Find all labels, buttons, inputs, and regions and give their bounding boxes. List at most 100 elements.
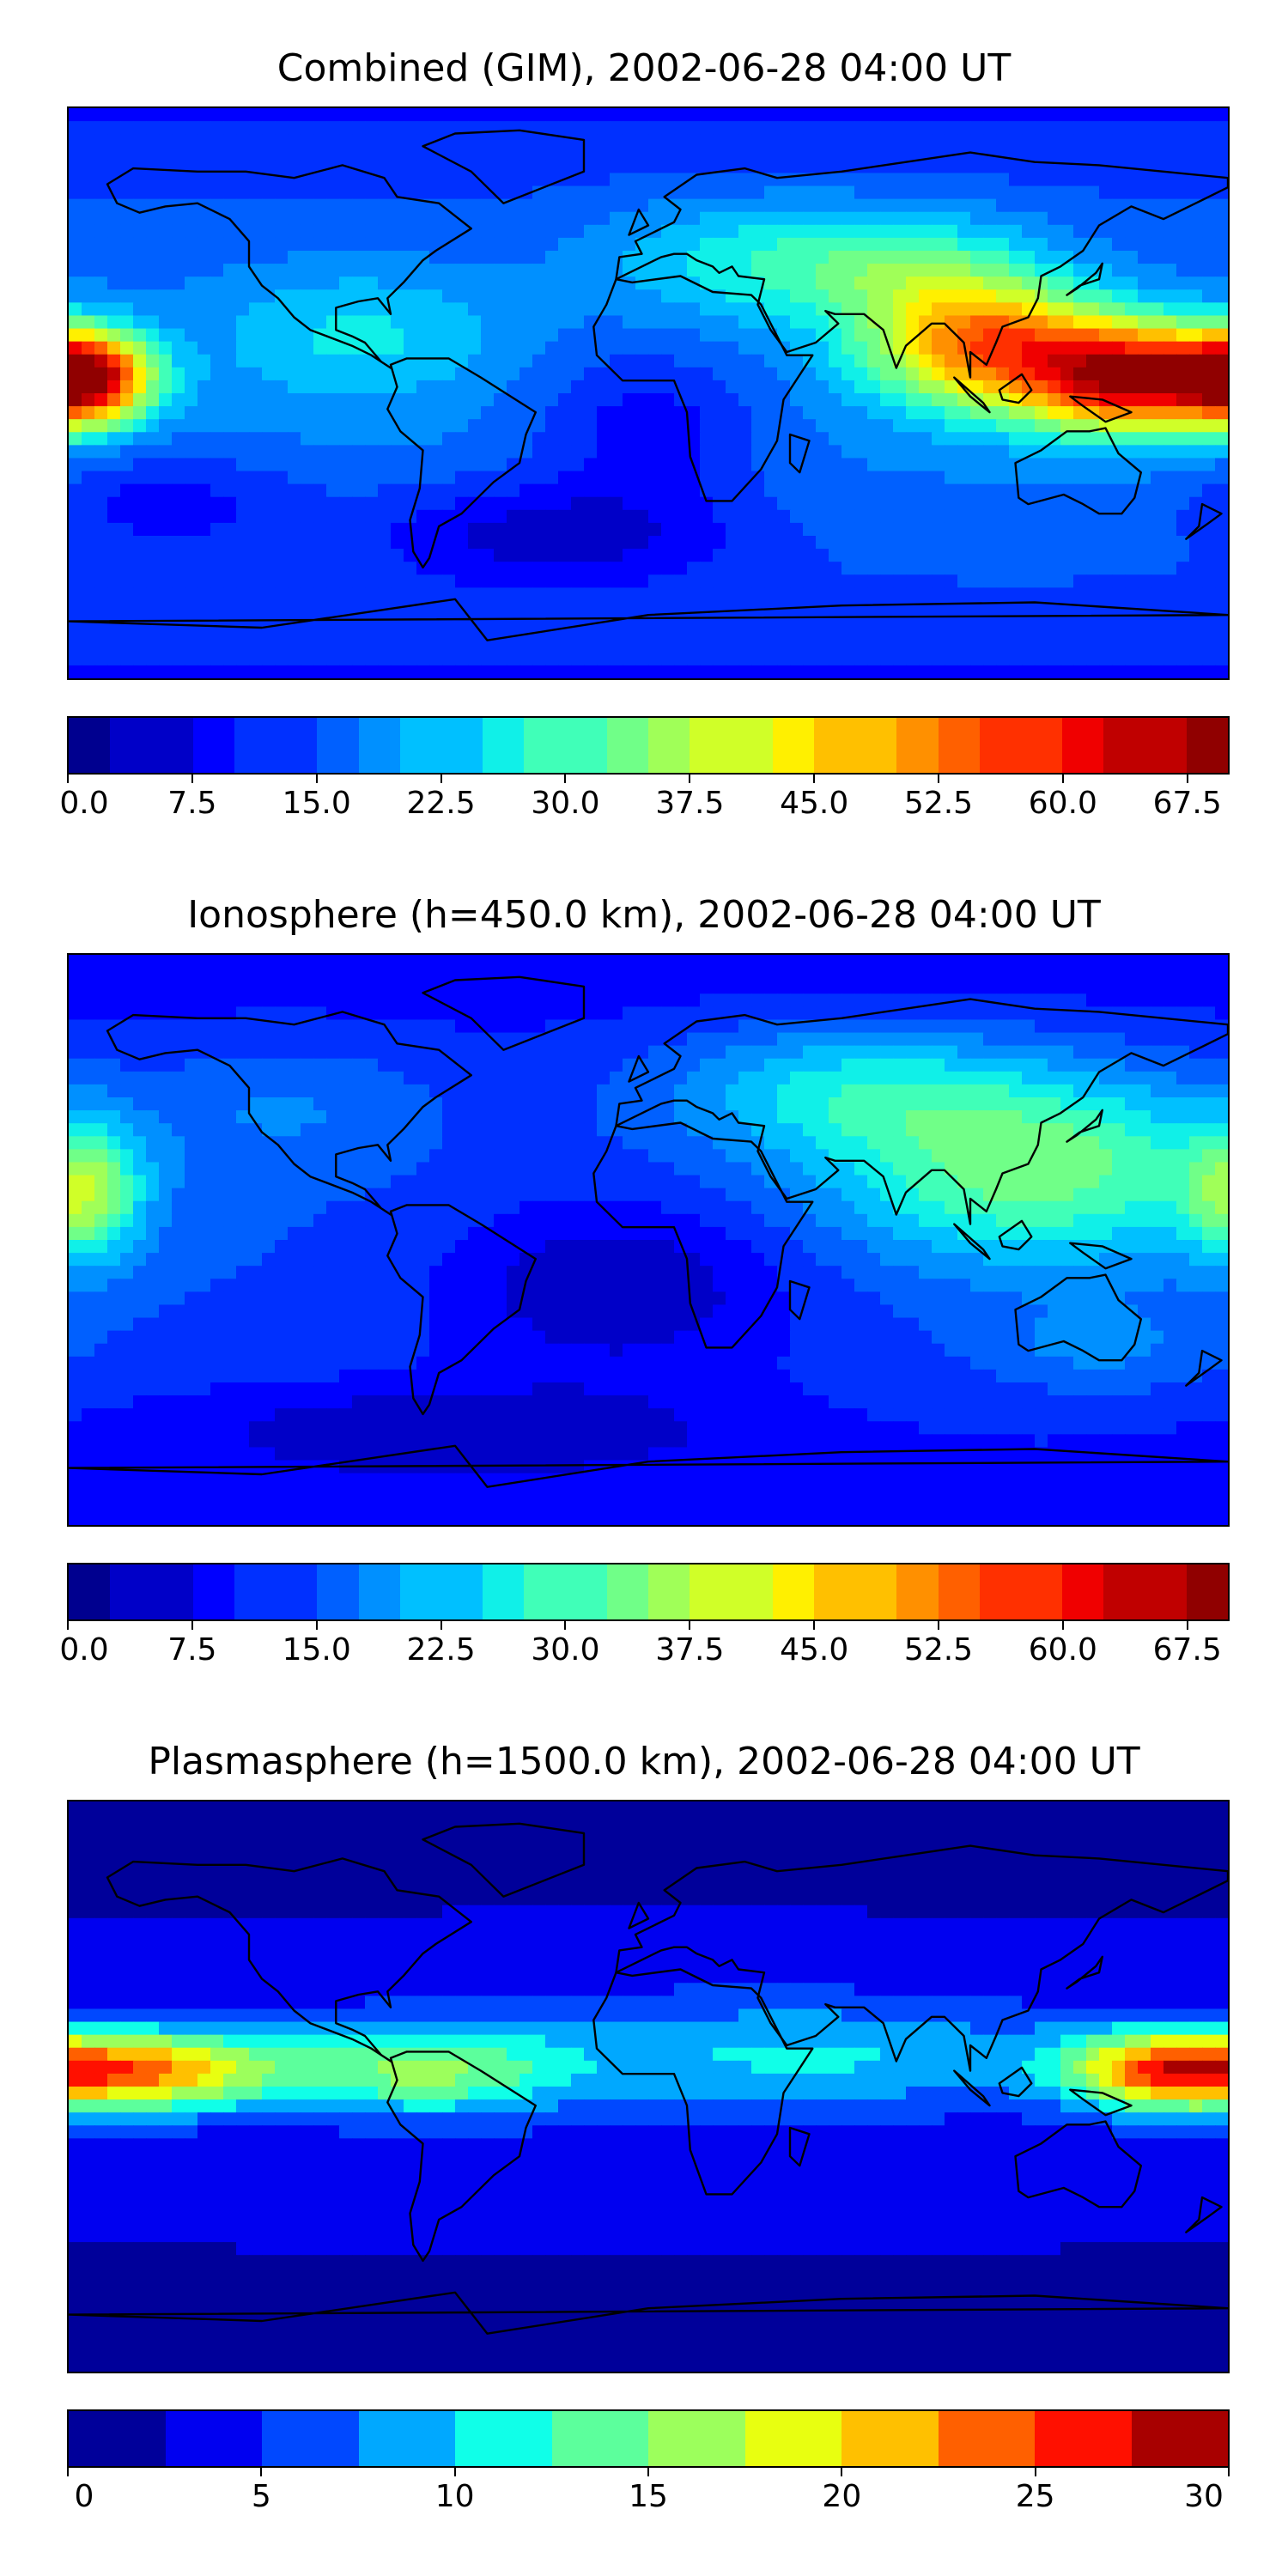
colorbar-segment: [151, 1564, 193, 1619]
tec-field: [69, 1801, 1228, 2372]
colorbar-segment: [744, 2411, 841, 2466]
colorbar-segment: [151, 718, 193, 773]
colorbar-tick-label: 10: [434, 2479, 475, 2514]
colorbar-segment: [110, 1564, 152, 1619]
colorbar-segment: [234, 718, 276, 773]
colorbar-segment: [938, 718, 980, 773]
coastline-path: [1069, 2088, 1133, 2117]
colorbar-tick-label: 60.0: [1028, 786, 1097, 821]
colorbar-tick: [453, 2468, 456, 2476]
colorbar-segment: [276, 1564, 318, 1619]
colorbar-segment: [1103, 1564, 1145, 1619]
colorbar-tick: [315, 775, 318, 783]
colorbar-segment: [358, 1564, 400, 1619]
coastline-path: [788, 2126, 811, 2167]
colorbar-segment: [896, 1564, 939, 1619]
coastline-path: [106, 1011, 472, 1216]
colorbar-tick: [1186, 1621, 1188, 1630]
colorbar-segment: [1062, 1564, 1104, 1619]
colorbar-tick-label: 7.5: [167, 786, 217, 821]
colorbar-tick: [1061, 775, 1064, 783]
coastline-path: [998, 1219, 1033, 1251]
colorbar-segment: [192, 1564, 234, 1619]
coastline-path: [1185, 502, 1223, 540]
coastline-path: [1066, 1109, 1104, 1143]
colorbar-segment: [565, 1564, 607, 1619]
colorbar-tick-label: 67.5: [1152, 786, 1222, 821]
coastline-path: [788, 1279, 811, 1321]
coastlines: [69, 1822, 1228, 2335]
colorbar-segment: [358, 2411, 455, 2466]
colorbar-segment: [1131, 2411, 1228, 2466]
colorbar-segment: [551, 2411, 648, 2466]
coastline-path: [386, 1204, 537, 1416]
coastline-path: [592, 1121, 814, 1349]
colorbar-tick: [564, 775, 567, 783]
coastline-path: [788, 433, 811, 474]
colorbar-tick: [813, 1621, 816, 1630]
colorbar-tick-label: 30: [1184, 2479, 1224, 2514]
colorbar-tick: [938, 1621, 939, 1630]
colorbar-tick-label: 60.0: [1028, 1632, 1097, 1668]
colorbar-plasmasphere: [67, 2409, 1230, 2468]
colorbar-segment: [483, 718, 525, 773]
colorbar-tick: [191, 1621, 193, 1630]
colorbar-tick-label: 0: [74, 2479, 94, 2514]
coastlines: [69, 129, 1228, 641]
coastline-path: [386, 357, 537, 569]
colorbar-segment: [772, 718, 814, 773]
colorbar-tick-label: 5: [251, 2479, 271, 2514]
coastline-path: [1185, 1349, 1223, 1387]
colorbar-tick: [67, 1621, 69, 1630]
coastline-path: [615, 151, 1228, 379]
colorbar-tick: [647, 2468, 649, 2476]
colorbar-tick: [67, 2468, 69, 2476]
colorbar-segment: [358, 718, 400, 773]
colorbar-tick: [1034, 2468, 1036, 2476]
colorbar-segment: [731, 1564, 773, 1619]
colorbar-combined: [67, 716, 1230, 775]
colorbar-segment: [1021, 1564, 1063, 1619]
colorbar-segment: [841, 2411, 939, 2466]
colorbar-tick-label: 22.5: [406, 1632, 476, 1668]
colorbar-segment: [813, 1564, 856, 1619]
colorbar-tick-label: 15: [629, 2479, 668, 2514]
tec-map-ionosphere: [69, 955, 1228, 1525]
colorbar-ionosphere: [67, 1563, 1230, 1621]
coastline-path: [628, 1054, 650, 1083]
map-plasmasphere: [67, 1800, 1230, 2373]
colorbar-segment: [1186, 718, 1228, 773]
colorbar-segment: [110, 718, 152, 773]
colorbar-segment: [731, 718, 773, 773]
coastline-path: [998, 373, 1033, 404]
colorbar-tick: [689, 1621, 691, 1630]
coastline-path: [953, 376, 991, 414]
colorbar-segment: [772, 1564, 814, 1619]
colorbar-ticks-ionosphere: 0.0 7.5 15.0 22.5 30.0 37.5 45.0 52.5 60.0 67.5: [59, 1621, 1230, 1668]
colorbar-tick: [1061, 1621, 1064, 1630]
tec-field: [69, 108, 1228, 678]
colorbar-segment: [317, 1564, 359, 1619]
coastline-path: [1014, 2120, 1143, 2208]
map-title-ionosphere: Ionosphere (h=450.0 km), 2002-06-28 04:0…: [187, 893, 1101, 937]
colorbar-segment: [979, 1564, 1022, 1619]
colorbar-segment: [69, 718, 111, 773]
coastline-path: [1185, 2196, 1223, 2233]
colorbar-tick: [689, 775, 691, 783]
tec-map-combined: [69, 108, 1228, 678]
colorbar-segment: [938, 1564, 980, 1619]
colorbar-segment: [165, 2411, 262, 2466]
colorbar-segment: [69, 2411, 166, 2466]
colorbar-segment: [192, 718, 234, 773]
colorbar-tick: [813, 775, 816, 783]
coastline-path: [953, 1223, 991, 1261]
colorbar-segment: [69, 1564, 111, 1619]
colorbar-segment: [524, 1564, 566, 1619]
colorbar-tick-label: 0.0: [59, 786, 109, 821]
colorbar-segment: [648, 1564, 690, 1619]
coastline-path: [1014, 1273, 1143, 1362]
colorbar-segment: [648, 718, 690, 773]
colorbar-tick-label: 0.0: [59, 1632, 109, 1668]
colorbar-segment: [855, 1564, 897, 1619]
colorbar-tick-label: 30.0: [531, 1632, 600, 1668]
